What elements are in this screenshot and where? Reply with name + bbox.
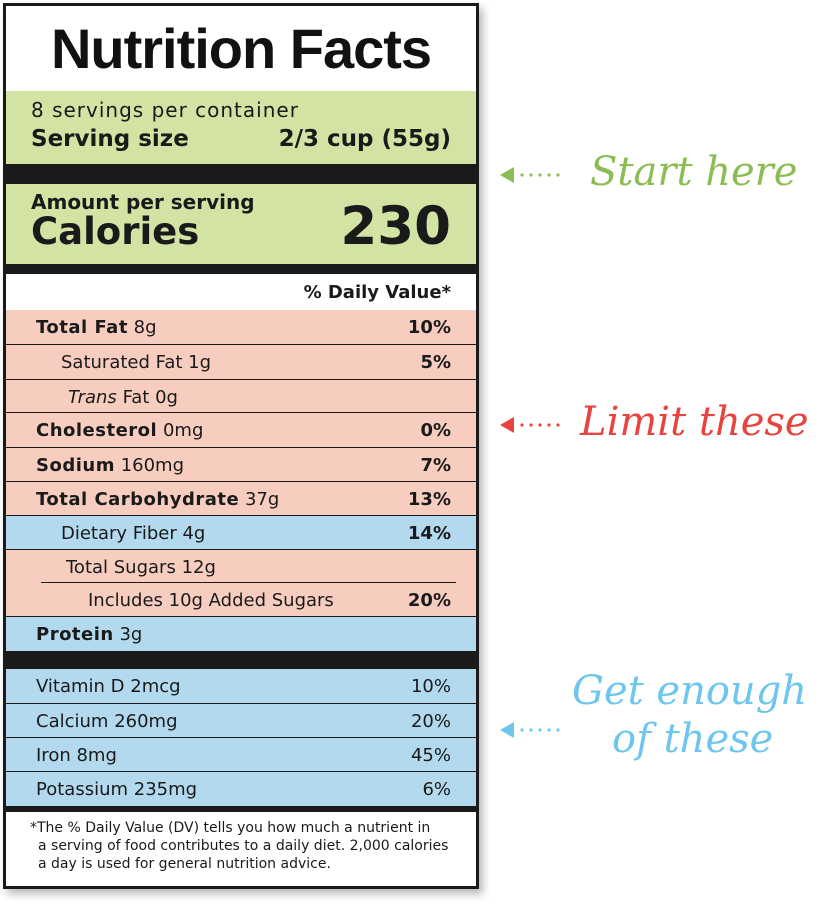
callout-text: Limit these: [580, 399, 809, 445]
row-divider: [6, 549, 476, 550]
calories-value: 230: [340, 196, 451, 257]
row-divider: [6, 737, 476, 738]
vitamin-row-potassium: Potassium 235mg 6%: [6, 772, 476, 806]
arrow-left-icon: [500, 722, 514, 738]
nutrient-row-cholesterol: Cholesterol 0mg 0%: [6, 413, 476, 447]
row-divider: [6, 703, 476, 704]
label-title: Nutrition Facts: [50, 17, 432, 80]
medium-divider: [6, 264, 476, 274]
row-divider: [6, 515, 476, 516]
thick-divider: [6, 651, 476, 669]
vitamin-row-calcium: Calcium 260mg 20%: [6, 704, 476, 738]
vitamin-row-vitamin-d: Vitamin D 2mcg 10%: [6, 669, 476, 703]
nutrient-row-protein: Protein 3g: [6, 617, 476, 651]
sugars-section: [6, 550, 476, 616]
row-divider: [6, 344, 476, 345]
row-divider: [6, 412, 476, 413]
dotted-leader: [520, 728, 560, 732]
dotted-leader: [520, 173, 560, 177]
callout-start-here: Start here: [500, 149, 800, 195]
dotted-leader: [520, 423, 560, 427]
nutrient-row-total-carbohydrate: Total Carbohydrate 37g 13%: [6, 482, 476, 516]
serving-size-line: Serving size 2/3 cup (55g): [31, 126, 451, 152]
calories-label: Calories: [31, 210, 200, 253]
daily-value-footnote: *The % Daily Value (DV) tells you how mu…: [30, 820, 449, 872]
row-divider: [6, 616, 476, 617]
nutrient-row-saturated-fat: Saturated Fat 1g 5%: [6, 345, 476, 379]
thick-divider: [6, 164, 476, 184]
daily-value-header: % Daily Value*: [303, 282, 451, 303]
arrow-left-icon: [500, 417, 514, 433]
serving-size-label: Serving size: [31, 126, 189, 152]
nutrient-row-added-sugars: Includes 10g Added Sugars 20%: [88, 589, 451, 611]
callout-text: Get enough: [572, 668, 808, 714]
nutrient-row-total-fat: Total Fat 8g 10%: [6, 310, 476, 344]
nutrient-row-total-sugars: Total Sugars 12g: [66, 556, 216, 578]
calories-section: Amount per serving Calories 230: [6, 184, 476, 264]
callout-text: of these: [612, 716, 774, 762]
amount-per-serving: Amount per serving: [31, 190, 255, 214]
row-divider: [6, 379, 476, 380]
nutrient-row-dietary-fiber: Dietary Fiber 4g 14%: [6, 516, 476, 550]
daily-value-header-row: % Daily Value*: [6, 274, 476, 310]
vitamin-row-iron: Iron 8mg 45%: [6, 738, 476, 772]
serving-section: 8 servings per container Serving size 2/…: [6, 91, 476, 164]
nutrient-row-trans-fat: Trans Fat 0g: [6, 380, 476, 414]
callout-text: Start here: [590, 149, 798, 195]
row-divider: [6, 771, 476, 772]
callout-limit-these: Limit these: [500, 399, 820, 445]
callout-get-enough: Get enough of these: [500, 668, 820, 762]
medium-divider: [6, 806, 476, 812]
row-divider: [6, 447, 476, 448]
nutrient-row-sodium: Sodium 160mg 7%: [6, 448, 476, 482]
servings-per-container: 8 servings per container: [31, 98, 299, 122]
row-divider: [6, 481, 476, 482]
serving-size-value: 2/3 cup (55g): [278, 126, 451, 152]
arrow-left-icon: [500, 167, 514, 183]
nutrition-facts-label: Nutrition Facts 8 servings per container…: [3, 3, 479, 889]
row-divider: [41, 582, 456, 583]
